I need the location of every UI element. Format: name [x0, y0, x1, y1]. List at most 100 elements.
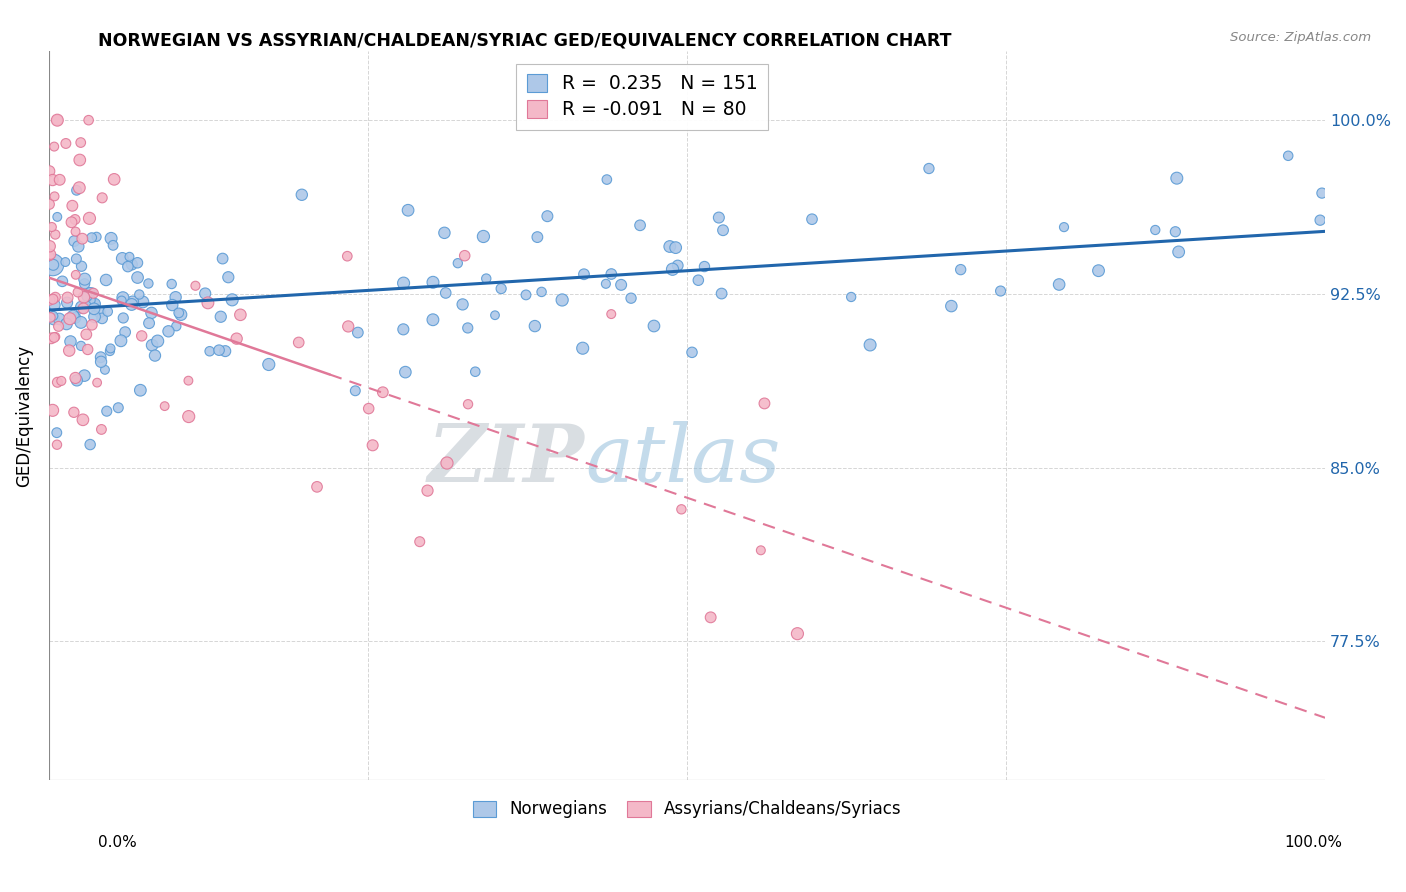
Point — [90, 355, 112, 369]
Point — [839, 290, 862, 304]
Point — [392, 276, 415, 290]
Point — [1310, 186, 1333, 200]
Point — [42, 258, 65, 272]
Point — [1053, 220, 1076, 235]
Point — [100, 342, 122, 356]
Point — [83, 297, 105, 311]
Point — [127, 256, 149, 270]
Point — [58, 343, 80, 358]
Point — [48, 312, 70, 326]
Point — [749, 543, 772, 558]
Point — [217, 270, 239, 285]
Point — [79, 211, 101, 226]
Point — [111, 291, 134, 305]
Point — [160, 277, 183, 291]
Point — [661, 262, 683, 277]
Point — [65, 225, 87, 239]
Point — [515, 288, 537, 302]
Point — [801, 212, 824, 227]
Point — [572, 267, 595, 281]
Point — [73, 272, 96, 286]
Point — [63, 234, 86, 248]
Point — [73, 290, 96, 304]
Point — [214, 344, 236, 359]
Point — [699, 610, 721, 624]
Point — [90, 350, 112, 364]
Point — [153, 399, 176, 413]
Point — [55, 136, 77, 151]
Point — [51, 274, 73, 288]
Point — [671, 502, 693, 516]
Point — [211, 252, 233, 266]
Point — [786, 626, 808, 640]
Point — [65, 310, 87, 325]
Point — [536, 209, 558, 223]
Point — [941, 299, 963, 313]
Point — [754, 396, 776, 410]
Point — [1167, 244, 1189, 259]
Point — [209, 310, 232, 324]
Point — [42, 292, 65, 306]
Point — [38, 164, 60, 178]
Point — [1164, 225, 1187, 239]
Point — [165, 290, 187, 304]
Point — [208, 343, 231, 358]
Point — [596, 172, 619, 186]
Point — [39, 247, 62, 261]
Point — [69, 153, 91, 167]
Point — [138, 277, 160, 291]
Point — [69, 136, 91, 150]
Point — [70, 300, 93, 314]
Point — [392, 322, 415, 336]
Point — [454, 249, 477, 263]
Point — [97, 304, 120, 318]
Point — [65, 268, 87, 282]
Point — [1277, 149, 1299, 163]
Point — [46, 113, 69, 128]
Point — [436, 456, 458, 470]
Point — [177, 374, 200, 388]
Point — [422, 275, 444, 289]
Point — [117, 260, 139, 274]
Point — [51, 374, 73, 388]
Point — [287, 335, 309, 350]
Point — [72, 413, 94, 427]
Point — [44, 330, 66, 344]
Point — [394, 365, 416, 379]
Text: NORWEGIAN VS ASSYRIAN/CHALDEAN/SYRIAC GED/EQUIVALENCY CORRELATION CHART: NORWEGIAN VS ASSYRIAN/CHALDEAN/SYRIAC GE… — [98, 31, 952, 49]
Point — [86, 376, 108, 390]
Point — [46, 113, 69, 128]
Point — [72, 301, 94, 316]
Point — [38, 293, 60, 307]
Point — [80, 318, 103, 332]
Point — [225, 332, 247, 346]
Point — [128, 287, 150, 301]
Point — [110, 293, 132, 308]
Point — [110, 334, 132, 348]
Point — [38, 197, 60, 211]
Point — [127, 270, 149, 285]
Point — [112, 310, 135, 325]
Point — [141, 306, 163, 320]
Point — [132, 295, 155, 310]
Point — [710, 286, 733, 301]
Point — [472, 229, 495, 244]
Point — [595, 277, 617, 291]
Point — [118, 250, 141, 264]
Point — [38, 239, 60, 253]
Point — [447, 256, 470, 270]
Point — [451, 297, 474, 311]
Point — [371, 385, 394, 400]
Point — [70, 259, 93, 273]
Text: 100.0%: 100.0% — [1285, 836, 1343, 850]
Point — [98, 343, 121, 358]
Point — [65, 183, 87, 197]
Point — [693, 260, 716, 274]
Point — [80, 230, 103, 244]
Point — [666, 259, 689, 273]
Point — [66, 373, 89, 387]
Point — [475, 271, 498, 285]
Point — [177, 409, 200, 424]
Point — [46, 438, 69, 452]
Point — [167, 306, 190, 320]
